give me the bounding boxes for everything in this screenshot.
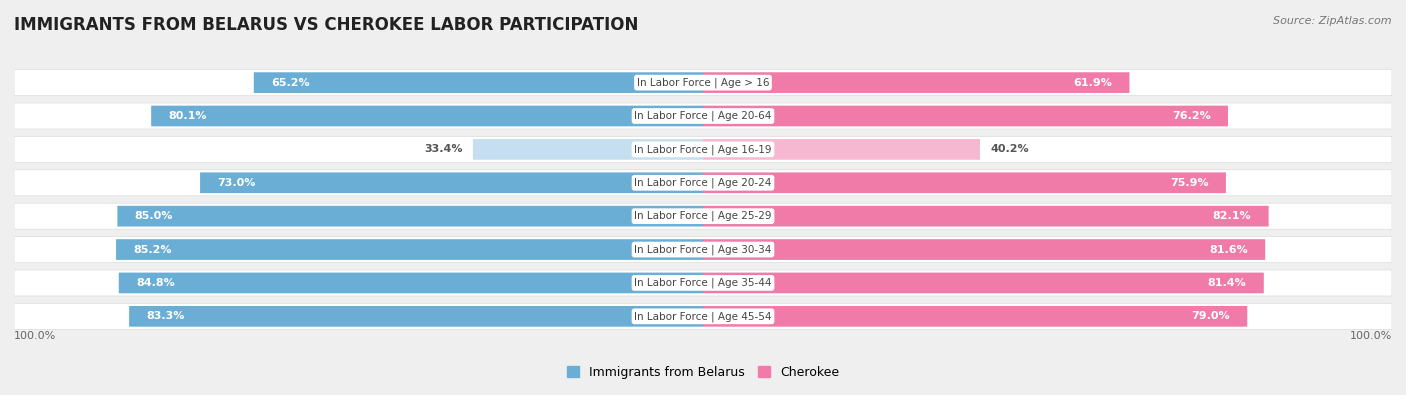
Legend: Immigrants from Belarus, Cherokee: Immigrants from Belarus, Cherokee — [562, 361, 844, 384]
FancyBboxPatch shape — [472, 139, 703, 160]
Text: In Labor Force | Age 20-64: In Labor Force | Age 20-64 — [634, 111, 772, 121]
Text: 73.0%: 73.0% — [218, 178, 256, 188]
Text: 100.0%: 100.0% — [14, 331, 56, 341]
Text: 33.4%: 33.4% — [425, 145, 463, 154]
FancyBboxPatch shape — [703, 139, 980, 160]
Text: In Labor Force | Age 20-24: In Labor Force | Age 20-24 — [634, 177, 772, 188]
Text: Source: ZipAtlas.com: Source: ZipAtlas.com — [1274, 16, 1392, 26]
FancyBboxPatch shape — [152, 105, 703, 126]
Text: In Labor Force | Age 16-19: In Labor Force | Age 16-19 — [634, 144, 772, 155]
FancyBboxPatch shape — [14, 136, 1392, 162]
Text: 76.2%: 76.2% — [1173, 111, 1211, 121]
FancyBboxPatch shape — [14, 70, 1392, 96]
Text: 82.1%: 82.1% — [1213, 211, 1251, 221]
FancyBboxPatch shape — [703, 72, 1129, 93]
FancyBboxPatch shape — [14, 203, 1392, 229]
FancyBboxPatch shape — [14, 103, 1392, 129]
FancyBboxPatch shape — [703, 206, 1268, 226]
FancyBboxPatch shape — [118, 273, 703, 293]
Text: 65.2%: 65.2% — [271, 78, 309, 88]
FancyBboxPatch shape — [703, 173, 1226, 193]
Text: 75.9%: 75.9% — [1170, 178, 1209, 188]
FancyBboxPatch shape — [129, 306, 703, 327]
Text: IMMIGRANTS FROM BELARUS VS CHEROKEE LABOR PARTICIPATION: IMMIGRANTS FROM BELARUS VS CHEROKEE LABO… — [14, 16, 638, 34]
Text: 81.4%: 81.4% — [1208, 278, 1247, 288]
Text: In Labor Force | Age 30-34: In Labor Force | Age 30-34 — [634, 244, 772, 255]
FancyBboxPatch shape — [117, 239, 703, 260]
FancyBboxPatch shape — [703, 105, 1227, 126]
FancyBboxPatch shape — [703, 239, 1265, 260]
Text: 85.2%: 85.2% — [134, 245, 172, 254]
Text: 61.9%: 61.9% — [1073, 78, 1112, 88]
FancyBboxPatch shape — [14, 303, 1392, 329]
Text: In Labor Force | Age 45-54: In Labor Force | Age 45-54 — [634, 311, 772, 322]
Text: In Labor Force | Age 25-29: In Labor Force | Age 25-29 — [634, 211, 772, 222]
FancyBboxPatch shape — [703, 306, 1247, 327]
Text: 84.8%: 84.8% — [136, 278, 174, 288]
FancyBboxPatch shape — [14, 237, 1392, 263]
Text: 100.0%: 100.0% — [1350, 331, 1392, 341]
Text: In Labor Force | Age > 16: In Labor Force | Age > 16 — [637, 77, 769, 88]
FancyBboxPatch shape — [200, 173, 703, 193]
Text: 81.6%: 81.6% — [1209, 245, 1249, 254]
FancyBboxPatch shape — [703, 273, 1264, 293]
FancyBboxPatch shape — [14, 270, 1392, 296]
Text: In Labor Force | Age 35-44: In Labor Force | Age 35-44 — [634, 278, 772, 288]
Text: 80.1%: 80.1% — [169, 111, 207, 121]
Text: 40.2%: 40.2% — [990, 145, 1029, 154]
Text: 79.0%: 79.0% — [1191, 311, 1230, 321]
FancyBboxPatch shape — [254, 72, 703, 93]
FancyBboxPatch shape — [14, 170, 1392, 196]
Text: 83.3%: 83.3% — [146, 311, 184, 321]
FancyBboxPatch shape — [117, 206, 703, 226]
Text: 85.0%: 85.0% — [135, 211, 173, 221]
